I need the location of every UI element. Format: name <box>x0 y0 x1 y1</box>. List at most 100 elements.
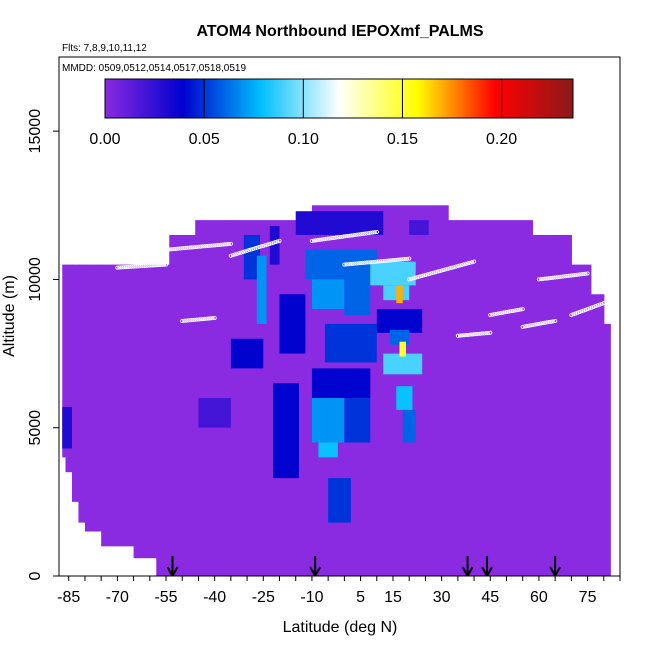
colorbar: 0.00 0.05 0.10 0.15 0.20 <box>89 78 574 148</box>
flight-track-point <box>210 243 215 248</box>
flight-track-point <box>190 318 195 323</box>
flight-track-point <box>536 321 541 326</box>
flight-track-point <box>184 318 189 323</box>
flight-track-point <box>170 247 175 252</box>
flight-track-point <box>135 264 140 269</box>
flight-track-point <box>573 272 578 277</box>
flight-track-point <box>368 260 373 265</box>
x-tick-label: 5 <box>356 589 365 606</box>
flight-track-point <box>368 230 373 235</box>
flight-track-point <box>476 331 481 336</box>
flight-track-point <box>411 276 416 281</box>
heatmap-cell <box>273 383 299 479</box>
flight-track-point <box>210 316 215 321</box>
flight-track-point <box>518 307 523 312</box>
flight-track-point <box>370 230 375 235</box>
flight-track-point <box>457 333 462 338</box>
flight-track-point <box>161 262 166 267</box>
heatmap-cell <box>376 309 423 333</box>
x-tick-label: -10 <box>300 589 323 606</box>
flight-track-point <box>502 310 507 315</box>
flight-track-point <box>358 232 363 237</box>
flight-track-point <box>559 274 564 279</box>
flight-track-point <box>482 331 487 336</box>
flight-track-layer <box>115 229 606 338</box>
flight-track-point <box>344 234 349 239</box>
flight-track-point <box>437 269 442 274</box>
flight-track-point <box>202 316 207 321</box>
colorbar-tick-label: 0.10 <box>288 131 319 148</box>
coverage-cell <box>78 264 86 523</box>
flight-track-point <box>500 310 505 315</box>
flight-track-point <box>182 246 187 251</box>
flight-track-point <box>364 260 369 265</box>
flight-track-point <box>344 262 349 267</box>
flight-track-point <box>356 261 361 266</box>
flight-track-point <box>577 272 582 277</box>
flight-track-point <box>133 264 138 269</box>
flight-track-point <box>263 243 268 248</box>
coverage-cell <box>169 234 196 576</box>
flight-track-point <box>178 246 183 251</box>
flight-track-point <box>540 276 545 281</box>
coverage-cell <box>133 264 157 559</box>
flight-track-point <box>472 332 477 337</box>
x-tick-label: -85 <box>57 589 80 606</box>
flight-track-point <box>427 271 432 276</box>
heatmap-cell <box>295 211 384 235</box>
flight-track-point <box>536 277 541 282</box>
flight-track-point <box>583 271 588 276</box>
flight-track-point <box>255 245 260 250</box>
flight-track-point <box>311 238 316 243</box>
flight-track-point <box>545 276 550 281</box>
flight-track-point <box>547 276 552 281</box>
flight-track-point <box>342 234 347 239</box>
flight-track-point <box>514 308 519 313</box>
flight-track-point <box>159 262 164 267</box>
y-axis: 0 5000 10000 15000 <box>27 109 59 580</box>
flight-track-point <box>551 319 556 324</box>
coverage-cell <box>571 264 592 576</box>
flight-track-point <box>538 321 543 326</box>
flight-track-point <box>435 269 440 274</box>
flight-track-point <box>597 302 602 307</box>
flight-track-point <box>253 246 258 251</box>
heatmap-cell <box>324 323 377 363</box>
colorbar-tick-label: 0.00 <box>89 131 120 148</box>
flight-track-point <box>192 245 197 250</box>
flight-track-point <box>571 273 576 278</box>
flight-track-point <box>526 323 531 328</box>
flight-track-point <box>164 247 169 252</box>
flight-track-point <box>372 230 377 235</box>
flight-track-point <box>208 316 213 321</box>
flight-track-point <box>449 265 454 270</box>
flight-track-point <box>176 246 181 251</box>
flight-track-point <box>571 312 576 317</box>
flight-track-point <box>591 304 596 309</box>
flight-track-point <box>589 305 594 310</box>
flight-track-point <box>249 247 254 252</box>
y-tick-label: 0 <box>27 571 44 580</box>
flight-track-point <box>465 261 470 266</box>
flight-track-point <box>362 260 367 265</box>
flight-track-point <box>259 244 264 249</box>
flight-track-point <box>516 307 521 312</box>
flight-track-point <box>498 311 503 316</box>
flight-track-point <box>494 311 499 316</box>
flight-track-point <box>157 262 162 267</box>
flight-track-point <box>239 250 244 255</box>
flight-track-point <box>461 262 466 267</box>
flight-track-point <box>520 307 525 312</box>
arrow-head <box>166 566 179 576</box>
heatmap-cell <box>328 478 351 523</box>
flight-track-point <box>232 252 237 257</box>
flight-track-point <box>174 246 179 251</box>
flight-track-point <box>208 243 213 248</box>
flight-track-point <box>569 273 574 278</box>
flight-track-point <box>143 263 148 268</box>
flight-track-point <box>212 243 217 248</box>
flight-track-point <box>409 276 414 281</box>
flight-track-point <box>243 249 248 254</box>
flight-track-point <box>166 247 171 252</box>
heatmap-cell <box>396 285 403 304</box>
